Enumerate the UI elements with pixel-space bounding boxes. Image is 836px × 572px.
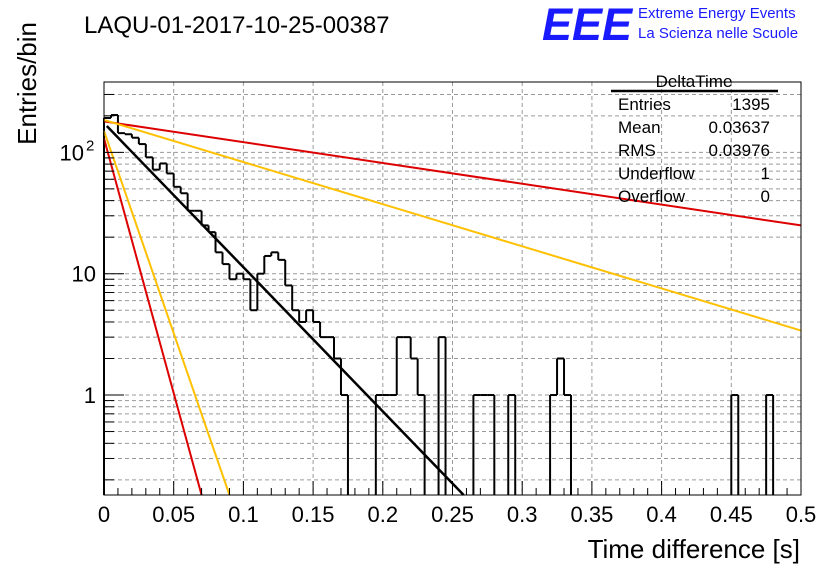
fit-curve-3 [103, 118, 802, 332]
x-tick-label: 0.15 [292, 502, 335, 527]
histogram-bar [214, 232, 223, 254]
x-axis-title: Time difference [s] [588, 534, 800, 564]
histogram-bar [487, 394, 496, 495]
histogram-bar [228, 264, 237, 281]
x-tick-label: 0.45 [710, 502, 753, 527]
axis-ticks [103, 93, 802, 495]
histogram-bar [221, 252, 230, 266]
histogram-bar [730, 394, 740, 495]
histogram-bar [235, 272, 244, 280]
x-tick-label: 0.25 [431, 502, 474, 527]
x-tick-label: 0.4 [646, 502, 677, 527]
histogram-bar [298, 310, 307, 323]
y-axis-title: Entries/bin [12, 22, 42, 145]
x-tick-label: 0 [98, 502, 110, 527]
histogram-bar [549, 394, 558, 495]
y-tick-label: 10 [72, 262, 96, 287]
logo-line-1: Extreme Energy Events [638, 5, 796, 22]
histogram-bar [416, 358, 426, 495]
histogram-bar [563, 358, 572, 495]
x-tick-label: 0.35 [570, 502, 613, 527]
stats-value: 1395 [732, 95, 770, 114]
stats-label: Entries [618, 95, 671, 114]
x-tick-label: 0.05 [152, 502, 195, 527]
histogram-bar [395, 336, 404, 396]
histogram-bar [409, 337, 418, 360]
x-tick-label: 0.1 [228, 502, 259, 527]
histogram-bar [374, 394, 383, 495]
y-tick-label: 1 [84, 383, 96, 408]
histogram-bar [123, 133, 132, 136]
run-title: LAQU-01-2017-10-25-00387 [84, 12, 390, 39]
histogram-bar [270, 251, 279, 256]
stats-title: DeltaTime [656, 72, 733, 91]
histogram-bar [179, 186, 188, 195]
histogram-bar [137, 137, 146, 146]
histogram-bar [263, 254, 272, 274]
y-tick-label: 10 [60, 140, 84, 165]
y-tick-label-exponent: 2 [86, 137, 94, 154]
stats-label: Overflow [618, 187, 686, 206]
histogram-bar [305, 309, 314, 322]
histogram-bar [312, 310, 321, 323]
stats-value: 1 [761, 164, 770, 183]
x-tick-labels: 0 0.05 0.1 0.15 0.2 0.25 0.3 0.35 0.4 0.45 0.5 [98, 502, 816, 527]
stats-rows: Entries 1395 Mean 0.03637 RMS 0.03976 Underflo… [618, 95, 770, 206]
x-tick-label: 0.2 [368, 502, 399, 527]
stats-value: 0.03976 [709, 141, 770, 160]
fit-curve-2 [103, 120, 802, 227]
stats-value: 0 [761, 187, 770, 206]
histogram-bar [507, 394, 517, 495]
fit-curve-4 [103, 130, 231, 496]
histogram-bar [158, 162, 167, 170]
histogram-bar [556, 357, 565, 396]
logo-line-2: La Scienza nelle Scuole [638, 25, 798, 42]
histogram-bar [144, 144, 153, 159]
stats-value: 0.03637 [709, 118, 770, 137]
histogram-bar [130, 134, 139, 139]
eee-logo-mark: EEE [542, 0, 634, 50]
histogram-bar [242, 273, 251, 281]
histogram-bar [765, 394, 775, 495]
histogram-bar [319, 321, 328, 339]
x-tick-label: 0.3 [507, 502, 538, 527]
x-tick-label: 0.5 [786, 502, 817, 527]
histogram-bar [284, 259, 293, 287]
histogram-bar [333, 337, 341, 360]
histogram-bar [165, 163, 174, 175]
histogram-bar [256, 272, 265, 311]
histogram-bar [277, 252, 286, 261]
stats-label: Mean [618, 118, 661, 137]
histogram-bar [172, 173, 181, 188]
fit-curves [103, 118, 802, 496]
histogram-bar [249, 279, 258, 312]
histogram-bar [472, 394, 481, 495]
histogram-bar [339, 358, 349, 495]
histogram-bar [151, 157, 160, 171]
fit-curve-5 [103, 138, 203, 496]
stats-box: DeltaTime Entries 1395 Mean 0.03637 RMS 0.039… [611, 72, 778, 206]
stats-label: RMS [618, 141, 656, 160]
fit-curve-1 [105, 125, 465, 496]
stats-label: Underflow [618, 164, 695, 183]
histogram-bar [291, 285, 300, 312]
